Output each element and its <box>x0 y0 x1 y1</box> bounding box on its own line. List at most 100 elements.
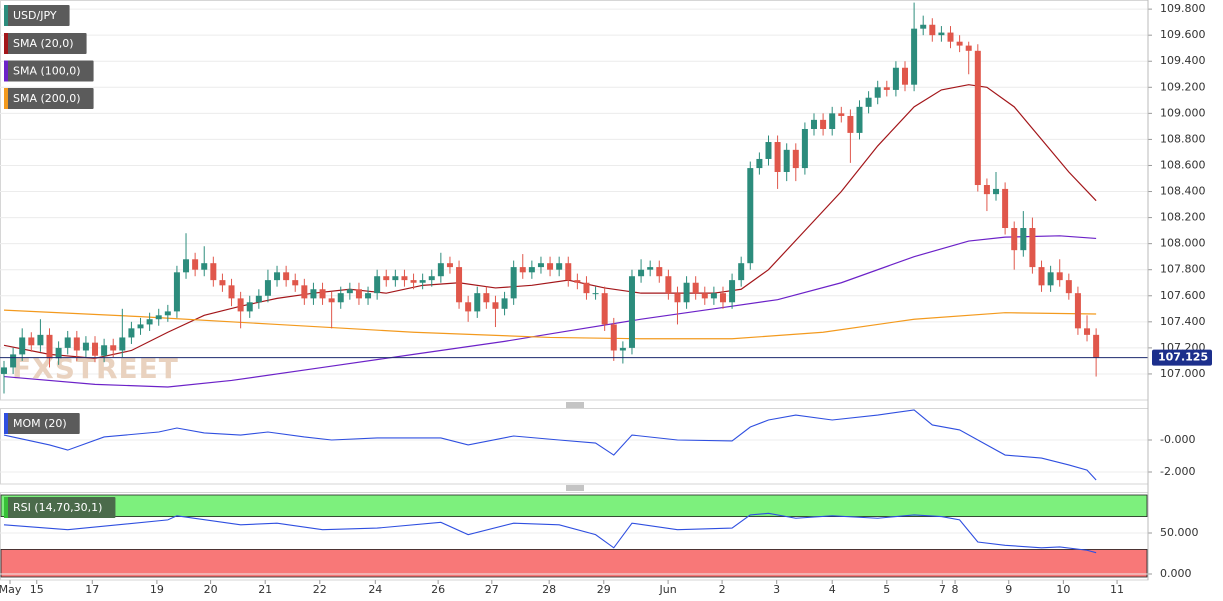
indicator-line <box>3 512 1097 554</box>
candle-body <box>938 32 945 36</box>
last-price-box <box>1152 349 1212 366</box>
candle-body <box>610 324 617 351</box>
candle-body <box>820 119 827 129</box>
x-tick-label: 28 <box>542 583 556 596</box>
legend-box <box>4 5 70 26</box>
candle-body <box>974 50 981 186</box>
candle-body <box>1029 228 1036 268</box>
candle-body <box>847 115 854 133</box>
legend-entry: SMA (20,0) <box>4 33 87 54</box>
candle-body <box>310 289 317 299</box>
candle-body <box>574 280 581 283</box>
candle-body <box>892 67 899 90</box>
candle-body <box>446 263 453 268</box>
legend-swatch <box>4 497 8 518</box>
resize-handle[interactable] <box>566 485 584 491</box>
candle-body <box>255 295 262 303</box>
candle-body <box>865 97 872 107</box>
y-tick-label: 109.600 <box>1160 28 1206 41</box>
candle-body <box>428 276 435 281</box>
x-tick-label: 20 <box>204 583 218 596</box>
legend-label: MOM (20) <box>13 417 67 430</box>
legend-swatch <box>4 5 8 26</box>
x-tick-label: 19 <box>150 583 164 596</box>
candle-body <box>383 276 390 281</box>
candle-body <box>419 280 426 283</box>
last-price-label: 107.125 <box>1158 351 1208 364</box>
candle-body <box>337 293 344 303</box>
candle-body <box>28 337 35 346</box>
candle-body <box>719 293 726 303</box>
candle-body <box>456 267 463 303</box>
x-tick-label: 3 <box>773 583 780 596</box>
y-tick-label: 108.200 <box>1160 211 1206 224</box>
candle-body <box>829 113 836 129</box>
legend-label: RSI (14,70,30,1) <box>13 501 102 514</box>
overbought-zone <box>0 494 1148 518</box>
candle-body <box>537 263 544 268</box>
candle-body <box>192 259 199 270</box>
y-tick-label: 0.000 <box>1160 567 1192 580</box>
candle-body <box>592 293 599 295</box>
candle-body <box>64 337 71 348</box>
candle-body <box>401 276 408 281</box>
indicator-line <box>3 409 1097 481</box>
x-tick-label: 5 <box>883 583 890 596</box>
candle-body <box>628 276 635 348</box>
candle-body <box>1011 228 1018 251</box>
y-tick-label: 108.000 <box>1160 237 1206 250</box>
legend-label: SMA (100,0) <box>13 65 81 78</box>
x-tick-label: 8 <box>952 583 959 596</box>
legend-entry: USD/JPY <box>4 5 70 26</box>
x-tick-label: 9 <box>1005 583 1012 596</box>
y-tick-label: 109.200 <box>1160 80 1206 93</box>
candle-body <box>465 302 472 312</box>
x-tick-label: 10 <box>1056 583 1070 596</box>
y-tick-label: -0.000 <box>1160 433 1195 446</box>
candle-body <box>920 24 927 29</box>
legend-label: SMA (200,0) <box>13 92 81 105</box>
resize-handle[interactable] <box>566 402 584 408</box>
candle-body <box>756 158 763 169</box>
candle-body <box>355 289 362 299</box>
candle-body <box>1056 272 1063 281</box>
candle-body <box>1074 293 1081 329</box>
y-tick-label: 107.000 <box>1160 367 1206 380</box>
y-tick-label: 108.600 <box>1160 158 1206 171</box>
legend-swatch <box>4 33 8 54</box>
y-tick-label: 109.400 <box>1160 54 1206 67</box>
x-tick-label: 22 <box>313 583 327 596</box>
candle-body <box>264 280 271 296</box>
y-tick-label: 107.400 <box>1160 315 1206 328</box>
candle-body <box>874 87 881 98</box>
candle-body <box>346 289 353 294</box>
sma-line <box>3 309 1097 340</box>
candle-body <box>1038 267 1045 286</box>
legend-box <box>4 60 94 82</box>
candle-body <box>82 342 89 351</box>
candle-body <box>683 282 690 303</box>
candle-body <box>856 106 863 133</box>
candle-body <box>274 272 281 281</box>
candle-body <box>292 280 299 286</box>
candle-body <box>146 319 153 325</box>
candle-body <box>747 168 754 264</box>
candle-body <box>328 298 335 303</box>
candle-body <box>219 280 226 286</box>
candle-body <box>392 276 399 281</box>
candle-body <box>647 267 654 270</box>
candle-body <box>947 32 954 42</box>
candle-body <box>164 311 171 316</box>
candle-body <box>510 267 517 299</box>
candle-body <box>410 280 417 283</box>
candle-body <box>55 347 62 359</box>
x-tick-label: 17 <box>85 583 99 596</box>
legend-label: SMA (20,0) <box>13 37 74 50</box>
legend-box <box>4 88 94 109</box>
candle-body <box>501 298 508 309</box>
candle-body <box>1093 334 1100 358</box>
candle-body <box>656 267 663 277</box>
candle-body <box>993 188 1000 195</box>
legend-entry: MOM (20) <box>4 413 80 434</box>
candle-body <box>437 263 444 277</box>
